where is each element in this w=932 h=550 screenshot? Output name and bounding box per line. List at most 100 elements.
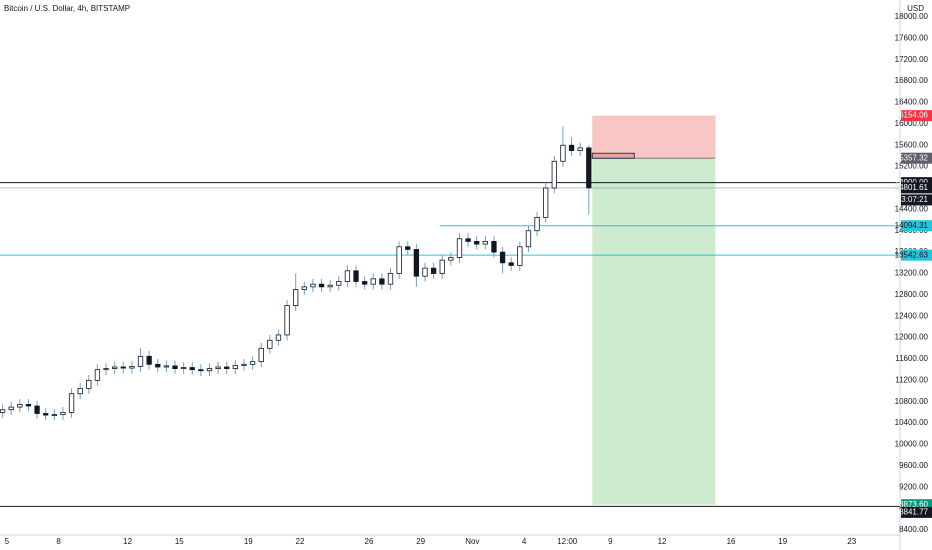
candle-body [137, 355, 144, 367]
candle-body [198, 369, 204, 372]
candle-body [327, 284, 333, 288]
candle-body [232, 364, 238, 370]
level-label: 14094.31 [895, 221, 929, 230]
candle-body [224, 366, 230, 370]
x-tick-label: 22 [296, 537, 305, 546]
entry-label: 15357.32 [895, 153, 929, 162]
candle-body [525, 230, 532, 248]
candle-body [258, 347, 264, 363]
candle-body [560, 144, 566, 162]
level-label: 13542.63 [895, 250, 929, 259]
x-tick-label: 29 [416, 537, 425, 546]
candle-body [120, 366, 126, 369]
candle-body [51, 414, 57, 416]
candle-body [206, 368, 213, 372]
entry-label-bg [901, 152, 932, 164]
candle-body [0, 409, 6, 413]
candle-body [370, 278, 376, 285]
y-tick-label: 18000.00 [895, 12, 929, 21]
y-tick-label: 17600.00 [895, 33, 929, 42]
candle-body [215, 366, 221, 370]
y-tick-label: 11600.00 [895, 354, 928, 363]
x-tick-label: 15 [175, 537, 184, 546]
candle-body [310, 283, 316, 288]
candle-body [180, 367, 187, 370]
candle-body [396, 246, 402, 274]
x-tick-label: 12 [658, 537, 667, 546]
candle-body [249, 361, 256, 365]
candle-body [284, 305, 290, 336]
chart-title: Bitcoin / U.S. Dollar, 4h, BITSTAMP [4, 4, 130, 13]
y-tick-label: 12800.00 [895, 290, 929, 299]
candle-body [301, 286, 307, 290]
y-tick-label: 17200.00 [895, 55, 929, 64]
y-tick-label: 12000.00 [895, 333, 929, 342]
candle-body [499, 251, 506, 264]
candle-body [172, 365, 178, 370]
candle-body [25, 404, 32, 407]
candle-body [103, 368, 109, 371]
y-tick-label: 14400.00 [895, 204, 929, 213]
candle-body [387, 273, 394, 285]
candle-body [448, 257, 454, 261]
candle-body [413, 249, 420, 277]
candle-body [379, 278, 385, 285]
y-tick-label: 9200.00 [899, 482, 928, 491]
y-tick-label: 11200.00 [895, 375, 928, 384]
candle-body [344, 270, 351, 282]
candle-body [508, 262, 514, 266]
y-tick-label: 16000.00 [895, 119, 929, 128]
stop-label: 16154.06 [895, 111, 929, 120]
candle-body [551, 160, 557, 189]
candle-body [318, 283, 325, 288]
candle-body [336, 281, 342, 286]
level-label-bg [901, 220, 932, 232]
candle-body [275, 334, 282, 341]
candle-body [405, 246, 411, 250]
candle-body [474, 241, 480, 245]
candle-body [17, 404, 23, 408]
candle-body [586, 147, 592, 189]
x-tick-label: 19 [778, 537, 787, 546]
level-label: 14900.00 [895, 178, 929, 187]
candle-body [77, 387, 83, 395]
y-tick-label: 10800.00 [895, 397, 929, 406]
target-label-bg [901, 499, 932, 511]
y-tick-label: 12400.00 [895, 311, 929, 320]
candle-body [293, 289, 299, 306]
countdown-label: 03:07:21 [897, 195, 929, 204]
candle-body [267, 339, 273, 349]
candle-body [43, 413, 49, 416]
candle-body [577, 147, 583, 151]
x-tick-label: 8 [56, 537, 61, 546]
candle-body [189, 367, 195, 371]
candle-body [362, 281, 368, 285]
candle-body [491, 241, 497, 253]
level-label-bg [901, 249, 932, 261]
candle-body [68, 393, 75, 413]
candle-body [146, 355, 152, 365]
x-tick-label: 16 [727, 537, 736, 546]
stop-zone [592, 115, 716, 159]
candle-body [8, 406, 14, 411]
x-tick-label: 5 [5, 537, 10, 546]
level-label: 8841.77 [899, 507, 928, 516]
candle-body [60, 412, 66, 415]
level-label-bg [901, 506, 932, 518]
candle-body [241, 363, 247, 366]
candle-body [534, 216, 540, 232]
y-tick-label: 16400.00 [895, 98, 929, 107]
candle-body [422, 267, 428, 277]
x-tick-label: Nov [465, 537, 479, 546]
candle-body [439, 259, 445, 274]
candle-body [155, 363, 161, 368]
candle-body [430, 267, 437, 274]
last-price-label: 14801.61 [895, 183, 929, 192]
y-tick-label: 9600.00 [899, 461, 928, 470]
y-tick-label: 15200.00 [895, 162, 929, 171]
y-tick-label: 8400.00 [899, 525, 928, 534]
x-tick-label: 12:00 [557, 537, 578, 546]
y-tick-label: 15600.00 [895, 140, 929, 149]
candle-body [353, 270, 359, 282]
